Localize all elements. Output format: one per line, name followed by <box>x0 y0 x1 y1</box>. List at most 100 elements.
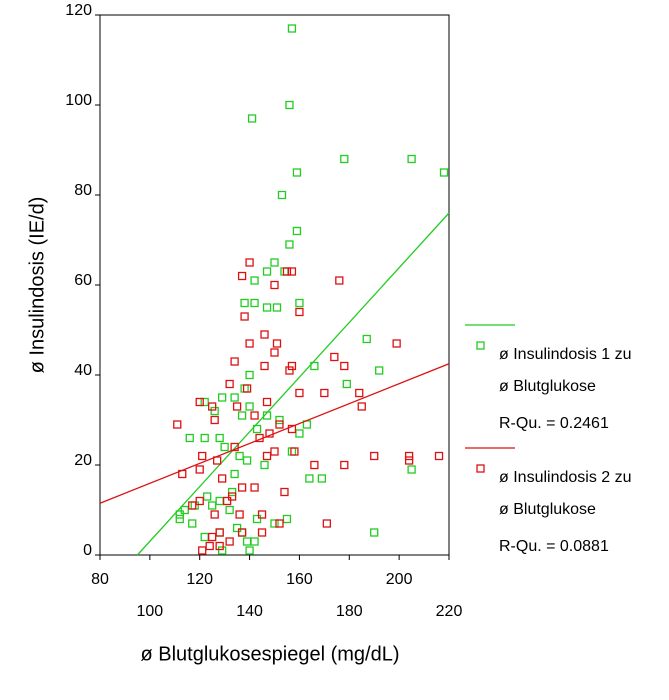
point <box>250 483 259 492</box>
point <box>195 496 204 506</box>
point <box>220 442 229 452</box>
legend-label: R-Qu. = 0.2461 <box>499 415 609 432</box>
point <box>262 267 272 276</box>
point <box>285 240 294 249</box>
y-tick-label: 20 <box>74 452 92 469</box>
point <box>245 370 254 380</box>
point <box>287 424 297 434</box>
x-tick-label: 180 <box>336 603 363 620</box>
point <box>262 303 272 312</box>
legend-label: ø Blutglukose <box>499 501 596 518</box>
x-tick-label: 120 <box>186 571 213 588</box>
point <box>270 280 279 290</box>
point <box>434 451 444 461</box>
point <box>237 528 247 537</box>
point <box>295 298 304 308</box>
point <box>195 465 204 474</box>
legend-label: ø Blutglukose <box>499 378 596 395</box>
point <box>240 312 249 321</box>
point <box>275 415 284 425</box>
point <box>275 519 284 528</box>
x-axis-label: ø Blutglukosespiegel (mg/dL) <box>140 643 399 665</box>
point <box>262 451 272 461</box>
point <box>342 379 351 389</box>
plot-frame <box>99 14 450 556</box>
point <box>357 402 366 411</box>
point <box>200 397 209 407</box>
point <box>330 352 339 362</box>
point <box>225 379 234 389</box>
point <box>392 339 401 348</box>
point <box>237 411 247 420</box>
point <box>317 474 327 483</box>
point <box>245 546 254 555</box>
point <box>225 505 234 515</box>
point <box>227 487 237 497</box>
point <box>242 537 252 546</box>
point <box>370 528 379 537</box>
point <box>200 532 209 542</box>
point <box>245 258 254 267</box>
legend-marker <box>476 464 485 473</box>
point <box>292 168 302 177</box>
point <box>217 393 227 402</box>
point <box>215 496 224 506</box>
point <box>340 460 349 470</box>
point <box>250 411 259 420</box>
point <box>322 519 332 528</box>
point <box>270 519 279 528</box>
point <box>175 514 184 524</box>
point <box>287 267 297 276</box>
point <box>310 460 319 470</box>
point <box>242 384 252 393</box>
point <box>257 510 267 519</box>
point <box>198 546 207 555</box>
point <box>242 456 252 465</box>
point <box>190 501 199 510</box>
point <box>295 388 304 398</box>
x-tick-label: 80 <box>91 571 109 588</box>
point <box>215 528 224 537</box>
point <box>245 402 254 411</box>
y-tick-label: 100 <box>65 92 92 109</box>
point <box>237 271 247 281</box>
point <box>205 541 214 551</box>
point <box>305 474 314 483</box>
point <box>235 510 244 519</box>
point <box>290 447 299 456</box>
point <box>230 469 239 479</box>
point <box>222 496 232 506</box>
point <box>210 406 219 416</box>
point <box>270 447 279 456</box>
point <box>310 361 319 371</box>
point <box>208 402 217 411</box>
point <box>262 397 272 407</box>
point <box>355 388 364 398</box>
point <box>227 492 237 501</box>
point <box>295 307 304 317</box>
y-tick-label: 40 <box>74 362 92 379</box>
point <box>375 366 384 375</box>
point <box>272 303 282 312</box>
point <box>250 298 259 308</box>
point <box>173 420 182 429</box>
point <box>370 451 379 461</box>
x-tick-label: 140 <box>236 603 263 620</box>
x-tick-label: 200 <box>386 571 413 588</box>
legend-marker <box>476 341 485 350</box>
y-tick-label: 0 <box>83 542 92 559</box>
point <box>404 451 414 461</box>
point <box>270 258 279 267</box>
point <box>295 429 304 438</box>
point <box>245 339 254 348</box>
point <box>277 190 287 200</box>
point <box>210 415 219 425</box>
point <box>257 528 267 537</box>
y-tick-label: 80 <box>74 182 92 199</box>
point <box>175 510 184 519</box>
point <box>200 433 209 443</box>
point <box>215 433 224 443</box>
legend-label: ø Insulindosis 1 zu <box>499 346 632 363</box>
point <box>260 361 269 371</box>
